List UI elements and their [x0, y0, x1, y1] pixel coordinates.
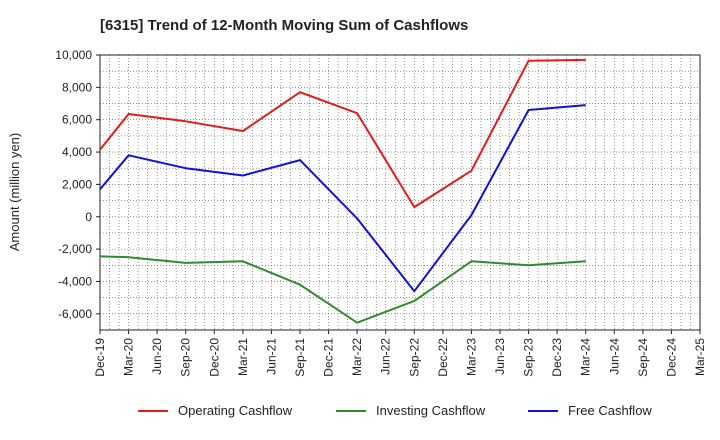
- x-tick-label: Mar-22: [350, 338, 364, 376]
- x-tick-label: Sep-24: [636, 338, 650, 377]
- plot-frame: [99, 54, 701, 331]
- x-tick-label: Dec-24: [664, 338, 678, 377]
- x-tick-label: Dec-20: [207, 338, 221, 377]
- x-tick-label: Mar-20: [122, 338, 136, 376]
- x-tick-label: Sep-23: [522, 338, 536, 377]
- series-line-free-cashflow: [99, 104, 586, 293]
- legend-label-free-cashflow: Free Cashflow: [568, 403, 652, 418]
- x-tick-label: Mar-23: [464, 338, 478, 376]
- series-lines: [99, 58, 586, 324]
- y-axis-ticks: -6,000 -4,000 -2,000 0 2,000 4,000 6,000 8,000 1…: [55, 48, 100, 321]
- chart-title: [6315] Trend of 12-Month Moving Sum of C…: [100, 17, 468, 34]
- y-tick-label: 4,000: [62, 145, 92, 159]
- x-tick-label: Mar-24: [579, 338, 593, 376]
- x-tick-label: Dec-19: [93, 338, 107, 377]
- x-tick-label: Sep-20: [179, 338, 193, 377]
- x-tick-label: Mar-25: [693, 338, 707, 376]
- y-tick-label: 10,000: [55, 48, 92, 62]
- y-tick-label: -6,000: [58, 307, 92, 321]
- legend-label-investing-cashflow: Investing Cashflow: [376, 403, 486, 418]
- y-tick-label: -2,000: [58, 242, 92, 256]
- x-tick-label: Dec-22: [436, 338, 450, 377]
- y-tick-label: 6,000: [62, 113, 92, 127]
- y-tick-label: 2,000: [62, 177, 92, 191]
- y-tick-label: -4,000: [58, 274, 92, 288]
- x-tick-label: Jun-23: [493, 338, 507, 375]
- x-tick-label: Mar-21: [236, 338, 250, 376]
- legend-label-operating-cashflow: Operating Cashflow: [178, 403, 293, 418]
- x-tick-label: Sep-22: [407, 338, 421, 377]
- x-tick-label: Dec-23: [550, 338, 564, 377]
- grid: [99, 55, 701, 330]
- legend: Operating Cashflow Investing Cashflow Free…: [138, 403, 652, 418]
- x-tick-label: Jun-22: [379, 338, 393, 375]
- y-tick-label: 0: [85, 210, 92, 224]
- x-tick-label: Sep-21: [293, 338, 307, 377]
- y-tick-label: 8,000: [62, 80, 92, 94]
- x-tick-label: Jun-21: [264, 338, 278, 375]
- x-axis-ticks: Dec-19 Mar-20 Jun-20 Sep-20 Dec-20 Mar-21 Jun-…: [93, 330, 707, 377]
- y-axis-label: Amount (million yen): [7, 133, 22, 252]
- x-tick-label: Dec-21: [322, 338, 336, 377]
- series-line-operating-cashflow: [99, 58, 586, 209]
- x-tick-label: Jun-24: [607, 338, 621, 375]
- series-line-investing-cashflow: [99, 255, 586, 324]
- x-tick-label: Jun-20: [150, 338, 164, 375]
